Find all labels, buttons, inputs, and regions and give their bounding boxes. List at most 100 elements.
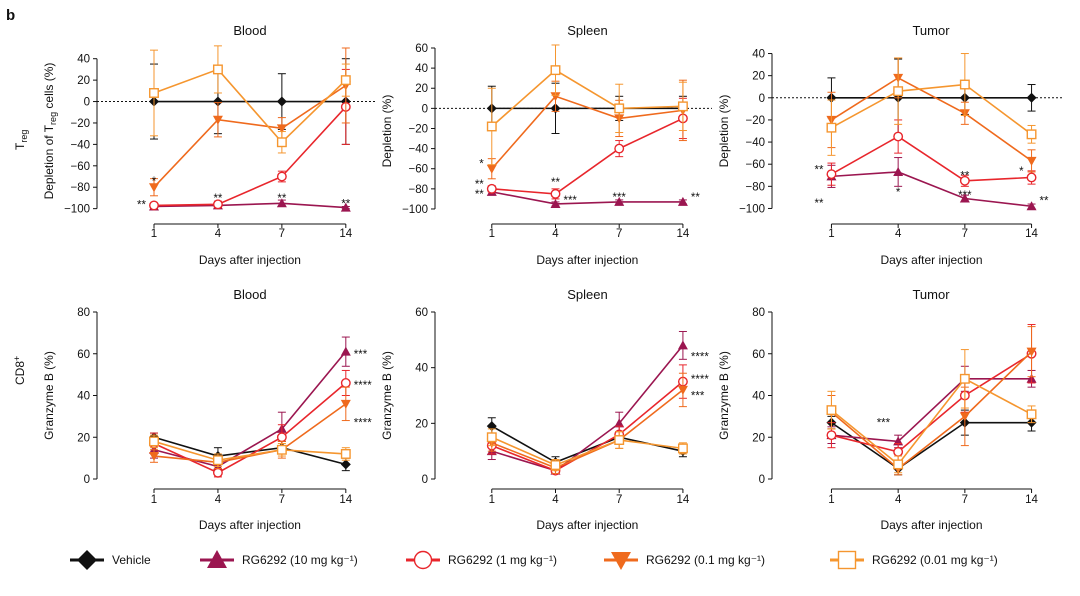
data-point: [212, 467, 223, 478]
data-point: [276, 124, 287, 134]
significance-label: ****: [354, 418, 372, 430]
series-rg6292-0-01-mg-kg: [826, 53, 1037, 156]
data-point: [893, 459, 904, 470]
significance-label: **: [475, 179, 484, 191]
series-line: [491, 436, 684, 466]
x-tick-label: 7: [279, 494, 285, 506]
data-point: [826, 405, 837, 416]
significance-label: **: [137, 199, 146, 211]
data-point: [826, 169, 837, 180]
y-tick-label: −40: [70, 139, 90, 151]
series-rg6292-10-mg-kg: [486, 186, 688, 208]
series-line: [830, 351, 1033, 470]
y-tick-label: 0: [422, 474, 428, 486]
x-tick-label: 1: [828, 228, 834, 240]
y-axis-label: Depletion (%): [717, 95, 731, 168]
series-line: [153, 436, 347, 466]
significance-label: **: [814, 165, 823, 177]
legend-label: RG6292 (0.1 mg kg⁻¹): [646, 553, 765, 567]
data-point: [486, 183, 497, 194]
y-tick-label: 80: [752, 307, 765, 319]
data-point: [614, 435, 625, 445]
y-tick-label: −100: [739, 203, 765, 215]
data-point: [486, 432, 497, 443]
series-line: [491, 344, 684, 472]
data-point: [1026, 201, 1037, 211]
y-tick-label: −20: [70, 118, 90, 130]
series-rg6292-0-01-mg-kg: [149, 45, 351, 154]
data-point: [148, 183, 159, 193]
y-tick-label: 20: [752, 432, 765, 444]
chart-title: Blood: [233, 287, 266, 302]
series-line: [831, 353, 1032, 453]
series-rg6292-0-01-mg-kg: [149, 434, 351, 467]
significance-label: **: [551, 177, 560, 189]
y-tick-label: 20: [752, 71, 765, 83]
data-point: [614, 103, 625, 114]
significance-label: *: [1019, 166, 1024, 178]
series-line: [153, 106, 347, 207]
data-point: [614, 418, 625, 428]
legend: Vehicle RG6292 (10 mg kg⁻¹) RG6292 (1 mg k…: [70, 550, 998, 570]
data-point: [550, 460, 561, 471]
data-point: [959, 175, 970, 186]
data-point: [1026, 409, 1037, 420]
data-point: [959, 193, 970, 203]
x-tick-label: 14: [339, 228, 352, 240]
legend-marker: [611, 552, 631, 570]
series-line: [153, 440, 346, 462]
legend-item-rg6292-0-1-mg-kg: RG6292 (0.1 mg kg⁻¹): [604, 552, 765, 570]
chart-title: Tumor: [912, 287, 950, 302]
x-axis-label: Days after injection: [880, 518, 982, 532]
legend-label: RG6292 (0.01 mg kg⁻¹): [872, 553, 998, 567]
data-point: [276, 198, 287, 208]
series-line: [491, 117, 684, 195]
data-point: [276, 444, 287, 455]
series-line: [830, 377, 1032, 466]
series-rg6292-0-1-mg-kg: [148, 47, 351, 197]
data-point: [276, 171, 287, 182]
data-point: [148, 452, 159, 462]
significance-label: ***: [612, 192, 626, 204]
y-tick-label: 20: [77, 432, 90, 444]
data-point: [486, 164, 497, 174]
x-tick-label: 7: [962, 494, 968, 506]
data-point: [614, 143, 625, 154]
data-point: [340, 346, 351, 356]
series-vehicle: [486, 82, 688, 135]
significance-label: **: [213, 193, 222, 205]
x-tick-label: 4: [552, 494, 559, 506]
significance-label: **: [475, 189, 484, 201]
significance-label: **: [814, 198, 823, 210]
x-axis-label: Days after injection: [536, 253, 638, 267]
data-point: [149, 200, 159, 211]
series-rg6292-1-mg-kg: [149, 68, 351, 211]
legend-label: RG6292 (10 mg kg⁻¹): [242, 553, 358, 567]
series-rg6292-1-mg-kg: [826, 324, 1037, 461]
y-tick-label: 20: [415, 83, 428, 95]
data-point: [276, 137, 287, 148]
x-tick-label: 4: [895, 228, 902, 240]
series-line: [491, 69, 683, 128]
data-point: [550, 65, 561, 76]
significance-label: ****: [354, 380, 372, 392]
series-line: [830, 421, 1032, 470]
row-label-cd8: CD8+: [12, 356, 27, 385]
data-point: [677, 443, 688, 454]
significance-label: ***: [958, 190, 972, 202]
significance-label: ***: [563, 195, 577, 207]
significance-label: ****: [691, 374, 709, 386]
x-tick-label: 1: [489, 494, 495, 506]
y-tick-label: −40: [745, 137, 765, 149]
y-axis-label: Granzyme B (%): [380, 351, 394, 440]
significance-label: ***: [877, 418, 891, 430]
x-tick-label: 7: [962, 228, 968, 240]
legend-marker: [77, 550, 97, 570]
series-line: [831, 76, 1033, 162]
data-point: [340, 202, 351, 212]
legend-marker: [837, 550, 857, 570]
data-point: [677, 196, 688, 206]
